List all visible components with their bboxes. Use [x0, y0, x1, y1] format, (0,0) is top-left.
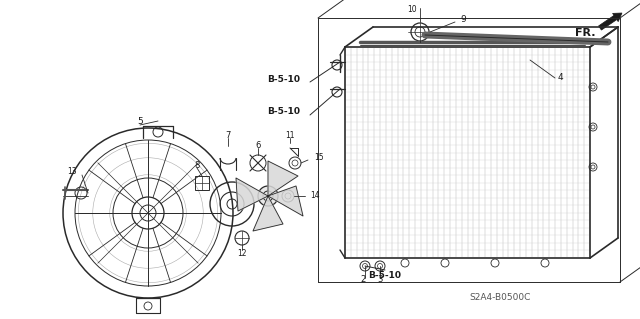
- Text: S2A4-B0500C: S2A4-B0500C: [469, 293, 531, 302]
- Polygon shape: [253, 196, 283, 231]
- Text: FR.: FR.: [575, 28, 595, 38]
- Text: B-5-10: B-5-10: [369, 271, 401, 279]
- Text: 8: 8: [195, 160, 200, 169]
- Text: 13: 13: [67, 167, 77, 176]
- Text: 12: 12: [237, 249, 247, 258]
- Text: B-5-10: B-5-10: [267, 108, 300, 116]
- Circle shape: [258, 186, 278, 206]
- FancyArrow shape: [598, 13, 622, 30]
- Text: 3: 3: [378, 276, 383, 285]
- Text: 5: 5: [137, 117, 143, 127]
- Bar: [195, 176, 209, 190]
- Text: 4: 4: [558, 72, 564, 81]
- Text: 14: 14: [310, 191, 319, 201]
- Text: 15: 15: [314, 153, 324, 162]
- Polygon shape: [268, 186, 303, 216]
- Text: 10: 10: [408, 5, 417, 14]
- Text: 9: 9: [460, 16, 466, 25]
- Text: 7: 7: [225, 130, 230, 139]
- Text: 6: 6: [255, 140, 260, 150]
- Text: 11: 11: [285, 130, 295, 139]
- Polygon shape: [268, 161, 298, 196]
- Text: B-5-10: B-5-10: [267, 75, 300, 84]
- Text: 2: 2: [360, 276, 365, 285]
- Polygon shape: [236, 178, 268, 211]
